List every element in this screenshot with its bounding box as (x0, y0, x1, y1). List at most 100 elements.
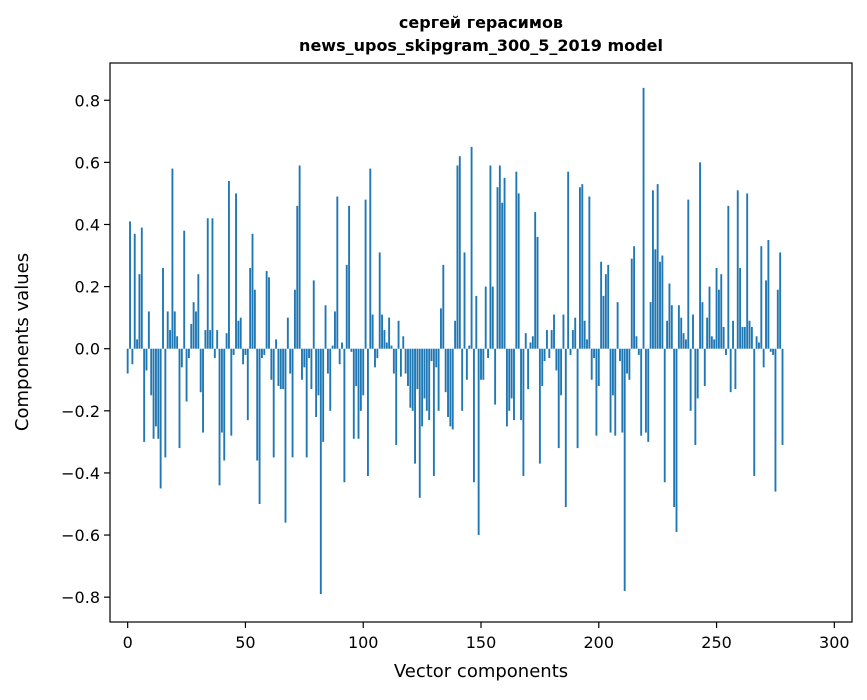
bar (164, 348, 167, 458)
bar (178, 348, 181, 449)
bar (237, 320, 240, 349)
bar (729, 348, 732, 393)
bar (206, 218, 209, 349)
y-tick-label: 0.8 (75, 91, 100, 110)
bar (211, 218, 214, 349)
y-tick-label: −0.2 (61, 402, 100, 421)
bar (713, 339, 716, 349)
bar (277, 348, 280, 386)
bar (268, 277, 270, 349)
bar (414, 348, 416, 464)
bar (571, 330, 574, 349)
bar (546, 330, 548, 349)
bar (458, 156, 461, 349)
bar (779, 252, 782, 349)
bar (395, 348, 398, 445)
bar (557, 348, 560, 449)
bar (218, 348, 221, 486)
bar (162, 267, 164, 349)
bar (475, 295, 478, 349)
y-tick-label: −0.8 (61, 588, 100, 607)
axes-layer: 0 50 100 150 200 250 300 −0.8 −0.6 −0.4 −0.2 0.0 0.2… (61, 62, 853, 652)
bar (503, 177, 506, 349)
bar (378, 252, 381, 349)
bar (765, 280, 767, 349)
bar (376, 348, 379, 359)
bar (220, 348, 223, 433)
bar (487, 348, 489, 359)
bar (673, 348, 676, 508)
bar (418, 348, 421, 498)
bar (604, 274, 607, 349)
y-tick-label: 0.2 (75, 278, 100, 297)
bar (536, 236, 539, 349)
bar (301, 348, 303, 380)
bar (538, 348, 541, 464)
bar (404, 348, 407, 374)
bar (656, 184, 659, 349)
bar (176, 336, 179, 349)
bar (520, 348, 522, 421)
bar (703, 348, 706, 386)
bar (338, 348, 341, 365)
bar (364, 199, 367, 349)
bar (670, 305, 673, 349)
bar (319, 348, 322, 595)
x-tick-label: 0 (123, 633, 133, 652)
bar (138, 274, 141, 349)
bar (741, 326, 744, 349)
bar (649, 302, 652, 349)
bar (159, 348, 162, 489)
bar (235, 193, 237, 349)
bar (331, 345, 334, 349)
bar (722, 326, 725, 349)
bar (366, 348, 369, 477)
bar (402, 336, 405, 349)
bar (743, 326, 746, 349)
bar (694, 348, 697, 445)
bar (668, 283, 671, 349)
bar (279, 348, 282, 390)
bar (169, 330, 171, 349)
bar (746, 193, 749, 349)
bar (249, 267, 252, 349)
bar (541, 348, 544, 386)
bar (602, 295, 605, 349)
bar (750, 326, 753, 349)
bar (630, 258, 633, 349)
bar (173, 311, 176, 349)
bar (699, 162, 701, 349)
bar (708, 286, 711, 349)
bar (717, 289, 720, 349)
bar (760, 246, 763, 349)
bar (437, 348, 440, 411)
y-tick-label: 0.6 (75, 153, 100, 172)
bar (480, 348, 482, 380)
bar (454, 320, 457, 349)
bar (187, 348, 190, 359)
bars-layer (126, 87, 784, 595)
bar (369, 168, 372, 349)
bar (687, 199, 690, 349)
bar (727, 205, 730, 349)
bar (489, 165, 492, 349)
bar (710, 336, 713, 349)
bar (143, 348, 146, 442)
bar (661, 255, 664, 349)
bar (692, 314, 694, 349)
bar (362, 348, 365, 396)
bar (640, 348, 643, 436)
bar (527, 348, 530, 390)
bar (621, 348, 624, 433)
bar (305, 348, 308, 458)
bar (456, 165, 459, 349)
bar (390, 345, 393, 349)
bar (270, 348, 273, 380)
bar (166, 311, 169, 349)
bar (345, 264, 348, 349)
bar (150, 348, 153, 396)
bar (560, 348, 563, 396)
bar (529, 342, 532, 349)
bar (569, 348, 572, 355)
